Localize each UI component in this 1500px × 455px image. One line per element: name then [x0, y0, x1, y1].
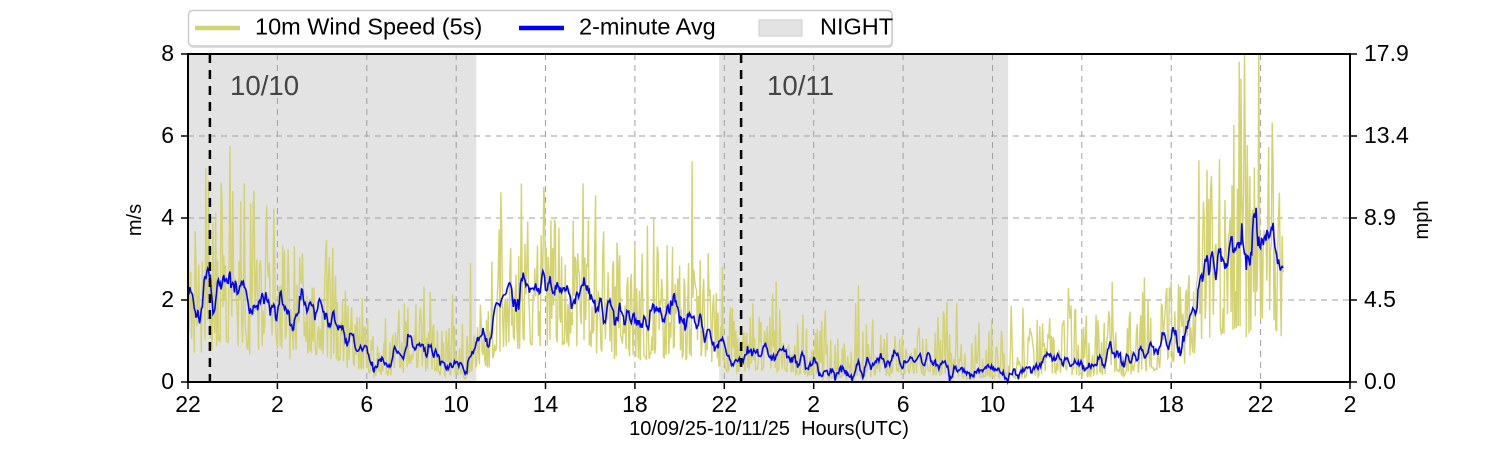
svg-text:10: 10 — [443, 391, 469, 417]
svg-text:8.9: 8.9 — [1364, 204, 1396, 230]
svg-text:2: 2 — [271, 391, 284, 417]
svg-text:2: 2 — [807, 391, 820, 417]
svg-text:10: 10 — [980, 391, 1006, 417]
svg-text:10/11: 10/11 — [767, 70, 834, 101]
svg-text:6: 6 — [360, 391, 373, 417]
svg-text:18: 18 — [1158, 391, 1184, 417]
svg-text:m/s: m/s — [124, 204, 146, 236]
svg-text:8: 8 — [161, 40, 174, 66]
svg-text:2: 2 — [1344, 391, 1357, 417]
svg-text:0: 0 — [161, 368, 174, 394]
svg-text:14: 14 — [1069, 391, 1095, 417]
svg-text:17.9: 17.9 — [1364, 40, 1409, 66]
svg-text:10m Wind Speed (5s): 10m Wind Speed (5s) — [255, 14, 482, 40]
svg-text:0.0: 0.0 — [1364, 368, 1396, 394]
svg-text:mph: mph — [1411, 201, 1433, 240]
svg-text:18: 18 — [622, 391, 648, 417]
svg-text:13.4: 13.4 — [1364, 122, 1409, 148]
svg-text:4: 4 — [161, 204, 174, 230]
svg-text:10/09/25-10/11/25 Hours(UTC): 10/09/25-10/11/25 Hours(UTC) — [629, 418, 909, 440]
svg-text:22: 22 — [175, 391, 201, 417]
svg-text:14: 14 — [533, 391, 559, 417]
svg-text:2-minute Avg: 2-minute Avg — [579, 14, 716, 40]
svg-text:22: 22 — [1248, 391, 1274, 417]
svg-text:6: 6 — [161, 122, 174, 148]
svg-text:4.5: 4.5 — [1364, 286, 1396, 312]
svg-text:NIGHT: NIGHT — [820, 14, 893, 40]
svg-text:2: 2 — [161, 286, 174, 312]
svg-text:6: 6 — [897, 391, 910, 417]
svg-text:22: 22 — [712, 391, 738, 417]
svg-text:10/10: 10/10 — [230, 70, 299, 101]
